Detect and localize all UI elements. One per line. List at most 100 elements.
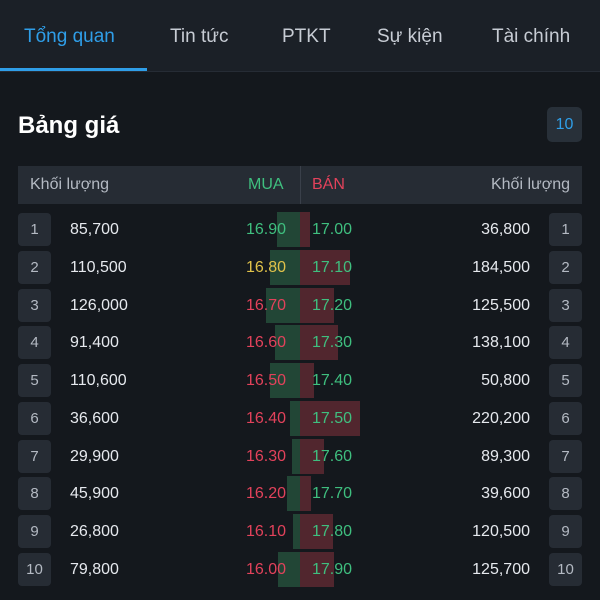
sell-volume-bar bbox=[300, 363, 314, 398]
buy-header: MUA bbox=[248, 176, 284, 193]
buy-level-badge: 10 bbox=[18, 552, 51, 586]
active-tab-indicator bbox=[0, 68, 147, 71]
buy-level-badge: 6 bbox=[18, 401, 51, 435]
buy-price[interactable]: 16.30 bbox=[245, 447, 286, 465]
order-book-row[interactable]: 7 29,900 16.30 17.60 89,300 7 bbox=[18, 438, 582, 474]
buy-volume: 36,600 bbox=[70, 409, 119, 427]
buy-volume-bar bbox=[270, 249, 300, 285]
sell-header: BÁN bbox=[312, 176, 345, 193]
order-book-row[interactable]: 3 126,000 16.70 17.20 125,500 3 bbox=[18, 287, 582, 323]
order-book-row[interactable]: 1 85,700 16.90 17.00 36,800 1 bbox=[18, 212, 582, 247]
buy-level-badge: 1 bbox=[18, 213, 51, 246]
buy-volume: 110,500 bbox=[70, 258, 127, 276]
sell-volume-bar bbox=[300, 212, 310, 247]
order-book-row[interactable]: 10 79,800 16.00 17.90 125,700 10 bbox=[18, 551, 582, 587]
order-book-row[interactable]: 5 110,600 16.50 17.40 50,800 5 bbox=[18, 363, 582, 398]
buy-volume: 26,800 bbox=[70, 523, 119, 540]
sell-volume-bar bbox=[300, 249, 350, 285]
header-divider bbox=[300, 166, 301, 204]
buy-price[interactable]: 16.60 bbox=[245, 334, 286, 352]
buy-level-badge: 4 bbox=[18, 326, 51, 360]
sell-volume: 36,800 bbox=[481, 221, 530, 238]
buy-volume-bar bbox=[266, 287, 300, 323]
buy-volume: 29,900 bbox=[70, 447, 119, 465]
sell-level-badge: 4 bbox=[549, 326, 582, 360]
buy-volume: 126,000 bbox=[70, 296, 128, 314]
sell-volume: 89,300 bbox=[481, 447, 530, 465]
sell-price[interactable]: 17.50 bbox=[312, 409, 353, 427]
sell-price[interactable]: 17.60 bbox=[312, 447, 353, 465]
sell-volume: 39,600 bbox=[481, 485, 530, 503]
sell-price[interactable]: 17.90 bbox=[312, 560, 353, 578]
buy-level-badge: 2 bbox=[18, 250, 51, 284]
buy-price[interactable]: 16.20 bbox=[245, 485, 286, 503]
buy-level-badge: 9 bbox=[18, 515, 51, 548]
buy-volume: 85,700 bbox=[70, 221, 119, 238]
order-book: 1 85,700 16.90 17.00 36,800 1 2 110,500 16.80 17.… bbox=[18, 212, 582, 590]
sell-level-badge: 1 bbox=[549, 213, 582, 246]
buy-volume-header: Khối lượng bbox=[30, 176, 110, 193]
tab-overview[interactable]: Tổng quan bbox=[24, 26, 115, 47]
sell-volume: 125,500 bbox=[472, 296, 530, 314]
sell-price[interactable]: 17.20 bbox=[312, 296, 353, 314]
buy-level-badge: 8 bbox=[18, 477, 51, 511]
buy-level-badge: 5 bbox=[18, 364, 51, 397]
buy-volume-bar bbox=[290, 400, 300, 436]
sell-volume: 125,700 bbox=[472, 560, 530, 578]
buy-volume: 110,600 bbox=[70, 372, 127, 389]
buy-level-badge: 7 bbox=[18, 439, 51, 473]
sell-volume: 184,500 bbox=[472, 258, 530, 276]
sell-volume-bar bbox=[300, 438, 324, 474]
sell-volume-bar bbox=[300, 551, 334, 587]
tab-news[interactable]: Tin tức bbox=[170, 26, 229, 47]
sell-level-badge: 9 bbox=[549, 515, 582, 548]
sell-volume: 50,800 bbox=[481, 372, 530, 389]
sell-volume-bar bbox=[300, 400, 360, 436]
buy-price[interactable]: 16.10 bbox=[245, 523, 286, 540]
sell-level-badge: 3 bbox=[549, 288, 582, 322]
tab-finance[interactable]: Tài chính bbox=[492, 26, 571, 47]
buy-price[interactable]: 16.70 bbox=[245, 296, 286, 314]
buy-volume-bar bbox=[293, 514, 300, 549]
sell-volume: 120,500 bbox=[472, 523, 530, 540]
order-book-row[interactable]: 6 36,600 16.40 17.50 220,200 6 bbox=[18, 400, 582, 436]
sell-level-badge: 8 bbox=[549, 477, 582, 511]
sell-price[interactable]: 17.10 bbox=[312, 258, 353, 276]
buy-volume-bar bbox=[277, 212, 300, 247]
buy-volume: 79,800 bbox=[70, 560, 119, 578]
buy-volume-bar bbox=[270, 363, 300, 398]
sell-price[interactable]: 17.00 bbox=[312, 221, 353, 238]
sell-volume-header: Khối lượng bbox=[490, 176, 570, 193]
buy-volume-bar bbox=[275, 325, 300, 361]
depth-selector-button[interactable]: 10 bbox=[547, 107, 582, 142]
sell-volume-bar bbox=[300, 325, 338, 361]
sell-price[interactable]: 17.40 bbox=[312, 372, 353, 389]
sell-volume-bar bbox=[300, 287, 334, 323]
tab-events[interactable]: Sự kiện bbox=[377, 26, 443, 47]
sell-level-badge: 10 bbox=[549, 552, 582, 586]
sell-price[interactable]: 17.80 bbox=[312, 523, 353, 540]
buy-price[interactable]: 16.40 bbox=[245, 409, 286, 427]
order-book-header: Khối lượng MUA BÁN Khối lượng bbox=[18, 166, 582, 204]
order-book-row[interactable]: 2 110,500 16.80 17.10 184,500 2 bbox=[18, 249, 582, 285]
tab-technical-analysis[interactable]: PTKT bbox=[282, 26, 331, 47]
sell-volume: 138,100 bbox=[472, 334, 530, 352]
buy-level-badge: 3 bbox=[18, 288, 51, 322]
buy-volume-bar bbox=[278, 551, 300, 587]
buy-volume: 45,900 bbox=[70, 485, 119, 503]
buy-price[interactable]: 16.50 bbox=[245, 372, 286, 389]
order-book-row[interactable]: 8 45,900 16.20 17.70 39,600 8 bbox=[18, 476, 582, 512]
buy-volume-bar bbox=[292, 438, 300, 474]
buy-price[interactable]: 16.90 bbox=[245, 221, 286, 238]
order-book-row[interactable]: 9 26,800 16.10 17.80 120,500 9 bbox=[18, 514, 582, 549]
sell-price[interactable]: 17.70 bbox=[312, 485, 353, 503]
sell-level-badge: 5 bbox=[549, 364, 582, 397]
sell-volume-bar bbox=[300, 514, 333, 549]
tab-bar: Tổng quan Tin tức PTKT Sự kiện Tài chính bbox=[0, 0, 600, 72]
buy-volume-bar bbox=[287, 476, 300, 512]
buy-price[interactable]: 16.00 bbox=[245, 560, 286, 578]
sell-price[interactable]: 17.30 bbox=[312, 334, 353, 352]
sell-level-badge: 2 bbox=[549, 250, 582, 284]
buy-price[interactable]: 16.80 bbox=[245, 258, 286, 276]
order-book-row[interactable]: 4 91,400 16.60 17.30 138,100 4 bbox=[18, 325, 582, 361]
